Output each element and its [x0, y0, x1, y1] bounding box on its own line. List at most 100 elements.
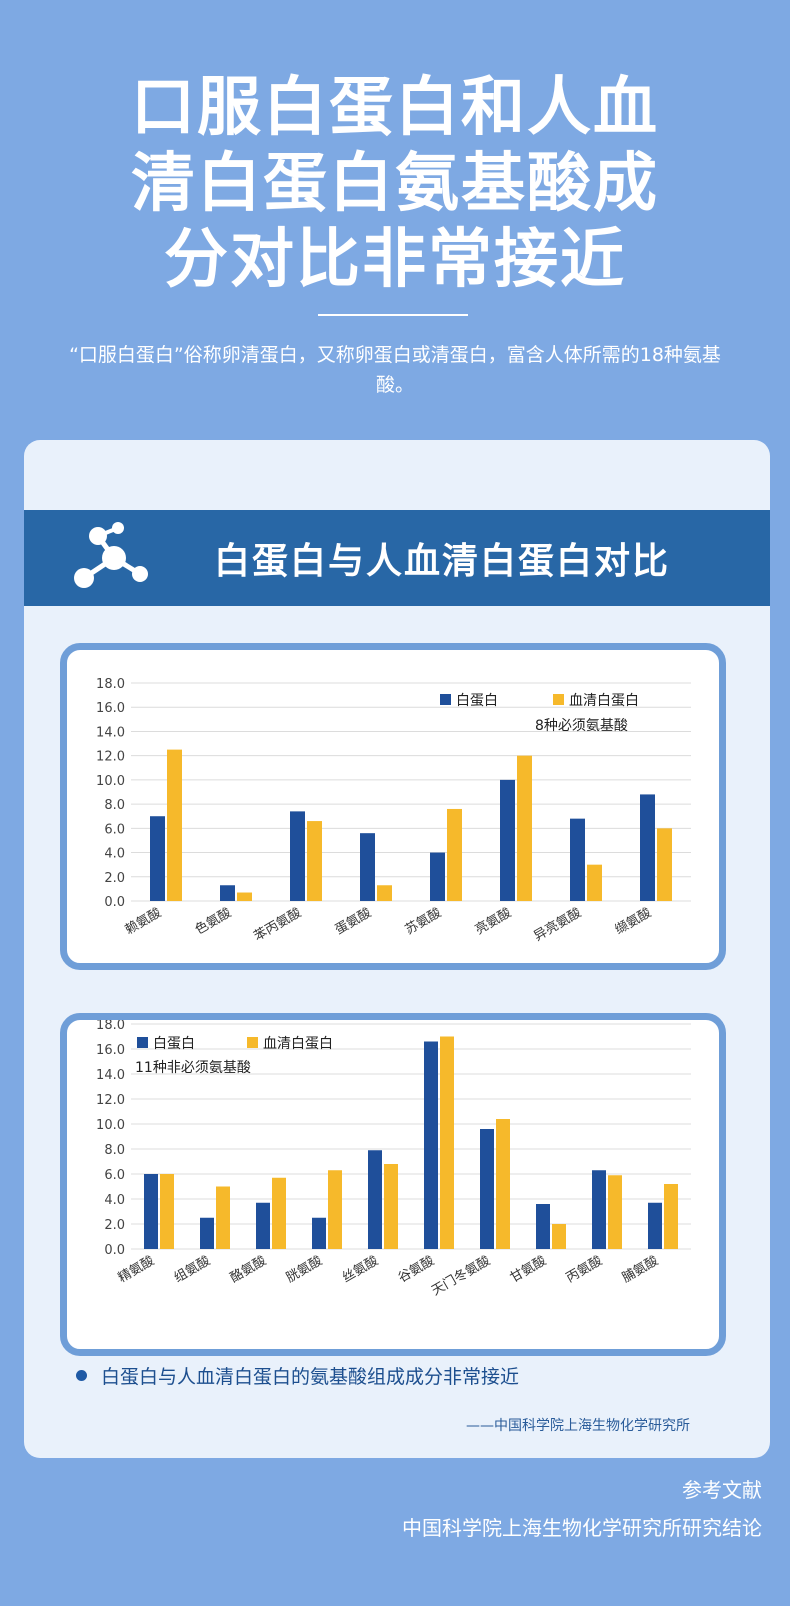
legend-swatch-baidanbai	[440, 694, 451, 705]
bullet-dot-icon	[76, 1370, 87, 1381]
bar-baidanbai	[220, 885, 235, 901]
title-line-1: 口服白蛋白和人血	[131, 71, 659, 145]
y-tick-label: 14.0	[96, 1068, 125, 1083]
bar-xueqing	[216, 1186, 230, 1249]
y-tick-label: 12.0	[96, 750, 125, 765]
y-tick-label: 16.0	[96, 701, 125, 716]
bar-baidanbai	[536, 1204, 550, 1249]
bar-baidanbai	[144, 1174, 158, 1249]
y-tick-label: 18.0	[96, 677, 125, 692]
legend-label-xueqing: 血清白蛋白	[263, 1036, 333, 1052]
bar-baidanbai	[592, 1170, 606, 1249]
y-tick-label: 6.0	[104, 1168, 125, 1183]
bar-baidanbai	[290, 811, 305, 901]
section-banner: 白蛋白与人血清白蛋白对比	[24, 510, 770, 606]
bar-xueqing	[160, 1174, 174, 1249]
bar-baidanbai	[640, 794, 655, 901]
y-tick-label: 10.0	[96, 774, 125, 789]
title-line-3: 分对比非常接近	[164, 223, 626, 297]
x-category-label: 苯丙氨酸	[251, 905, 304, 944]
bar-xueqing	[377, 885, 392, 901]
y-tick-label: 18.0	[96, 1020, 125, 1033]
bar-baidanbai	[360, 833, 375, 901]
legend-swatch-xueqing	[553, 694, 564, 705]
essential-amino-acid-chart: 0.0 2.0 4.0 6.0 8.0 10.0 12.0 14.0 16.0 18.0 赖氨酸 色氨…	[60, 643, 726, 970]
legend-label-baidanbai: 白蛋白	[153, 1036, 195, 1052]
x-category-label: 丙氨酸	[564, 1253, 605, 1285]
x-category-label: 天门冬氨酸	[429, 1253, 493, 1299]
y-tick-label: 16.0	[96, 1043, 125, 1058]
legend-label-xueqing: 血清白蛋白	[569, 693, 639, 709]
bar-xueqing	[587, 864, 602, 901]
x-category-label: 谷氨酸	[396, 1253, 437, 1285]
x-category-label: 酪氨酸	[227, 1253, 269, 1286]
banner-title: 白蛋白与人血清白蛋白对比	[214, 541, 671, 582]
bar-xueqing	[384, 1164, 398, 1249]
bar-baidanbai	[312, 1217, 326, 1249]
bar-xueqing	[664, 1184, 678, 1249]
bar-baidanbai	[424, 1041, 438, 1249]
reference-label: 参考文献	[682, 1478, 762, 1502]
essential-chart-svg: 0.0 2.0 4.0 6.0 8.0 10.0 12.0 14.0 16.0 18.0 赖氨酸 色氨…	[96, 677, 691, 945]
nonessential-amino-acid-chart: 0.0 2.0 4.0 6.0 8.0 10.0 12.0 14.0 16.0 18.0 精氨酸 组氨…	[60, 1013, 726, 1356]
bar-xueqing	[307, 821, 322, 901]
source-citation: ——中国科学院上海生物化学研究所	[466, 1418, 690, 1434]
bar-xueqing	[496, 1119, 510, 1249]
y-tick-label: 0.0	[104, 895, 125, 910]
x-category-label: 精氨酸	[116, 1253, 157, 1285]
bar-baidanbai	[500, 779, 515, 901]
bar-baidanbai	[256, 1202, 270, 1249]
intro-text: “口服白蛋白”俗称卵清蛋白，又称卵蛋白或清蛋白，富含人体所需的18种氨基酸。	[69, 344, 721, 396]
bar-baidanbai	[430, 852, 445, 901]
x-category-label: 组氨酸	[172, 1253, 213, 1285]
bar-baidanbai	[480, 1129, 494, 1249]
title-line-2: 清白蛋白氨基酸成	[131, 147, 659, 221]
y-tick-label: 0.0	[104, 1243, 125, 1258]
bar-xueqing	[167, 749, 182, 901]
legend-swatch-baidanbai	[137, 1037, 148, 1048]
bar-xueqing	[237, 892, 252, 901]
legend-label-baidanbai: 白蛋白	[456, 693, 498, 709]
x-category-label: 苏氨酸	[402, 905, 444, 938]
bar-baidanbai	[570, 818, 585, 901]
title-divider	[318, 314, 468, 316]
reference-text: 中国科学院上海生物化学研究所研究结论	[402, 1516, 762, 1540]
conclusion-text: 白蛋白与人血清白蛋白的氨基酸组成成分非常接近	[101, 1366, 520, 1388]
x-category-label: 脯氨酸	[620, 1253, 661, 1285]
x-category-label: 缬氨酸	[613, 905, 654, 937]
y-tick-label: 2.0	[104, 871, 125, 886]
y-tick-label: 8.0	[104, 798, 125, 813]
x-category-label: 丝氨酸	[340, 1253, 381, 1285]
x-category-label: 亮氨酸	[472, 905, 514, 938]
y-tick-label: 12.0	[96, 1093, 125, 1108]
y-tick-label: 6.0	[104, 822, 125, 837]
x-category-label: 甘氨酸	[508, 1253, 549, 1285]
x-category-label: 蛋氨酸	[333, 905, 374, 937]
page-title: 口服白蛋白和人血 清白蛋白氨基酸成 分对比非常接近	[0, 70, 790, 298]
y-tick-label: 2.0	[104, 1218, 125, 1233]
bar-baidanbai	[200, 1217, 214, 1249]
bar-xueqing	[440, 1036, 454, 1249]
y-tick-label: 14.0	[96, 725, 125, 740]
y-tick-label: 10.0	[96, 1118, 125, 1133]
chart-note: 8种必须氨基酸	[535, 717, 628, 734]
bar-baidanbai	[150, 816, 165, 901]
bar-xueqing	[608, 1175, 622, 1249]
x-category-label: 异亮氨酸	[531, 905, 584, 945]
bar-baidanbai	[368, 1150, 382, 1249]
legend-swatch-xueqing	[247, 1037, 258, 1048]
bar-xueqing	[272, 1177, 286, 1249]
bar-xueqing	[328, 1170, 342, 1249]
bar-xueqing	[657, 828, 672, 901]
chart-note: 11种非必须氨基酸	[135, 1059, 251, 1076]
x-category-label: 胱氨酸	[284, 1253, 325, 1285]
y-tick-label: 4.0	[104, 1193, 125, 1208]
y-tick-label: 8.0	[104, 1143, 125, 1158]
bar-xueqing	[447, 808, 462, 901]
bar-xueqing	[552, 1224, 566, 1249]
x-category-label: 赖氨酸	[123, 905, 164, 937]
conclusion-note: 白蛋白与人血清白蛋白的氨基酸组成成分非常接近	[76, 1362, 519, 1389]
x-category-label: 色氨酸	[192, 905, 234, 938]
nonessential-chart-svg: 0.0 2.0 4.0 6.0 8.0 10.0 12.0 14.0 16.0 18.0 精氨酸 组氨…	[96, 1020, 691, 1299]
y-tick-label: 4.0	[104, 847, 125, 862]
